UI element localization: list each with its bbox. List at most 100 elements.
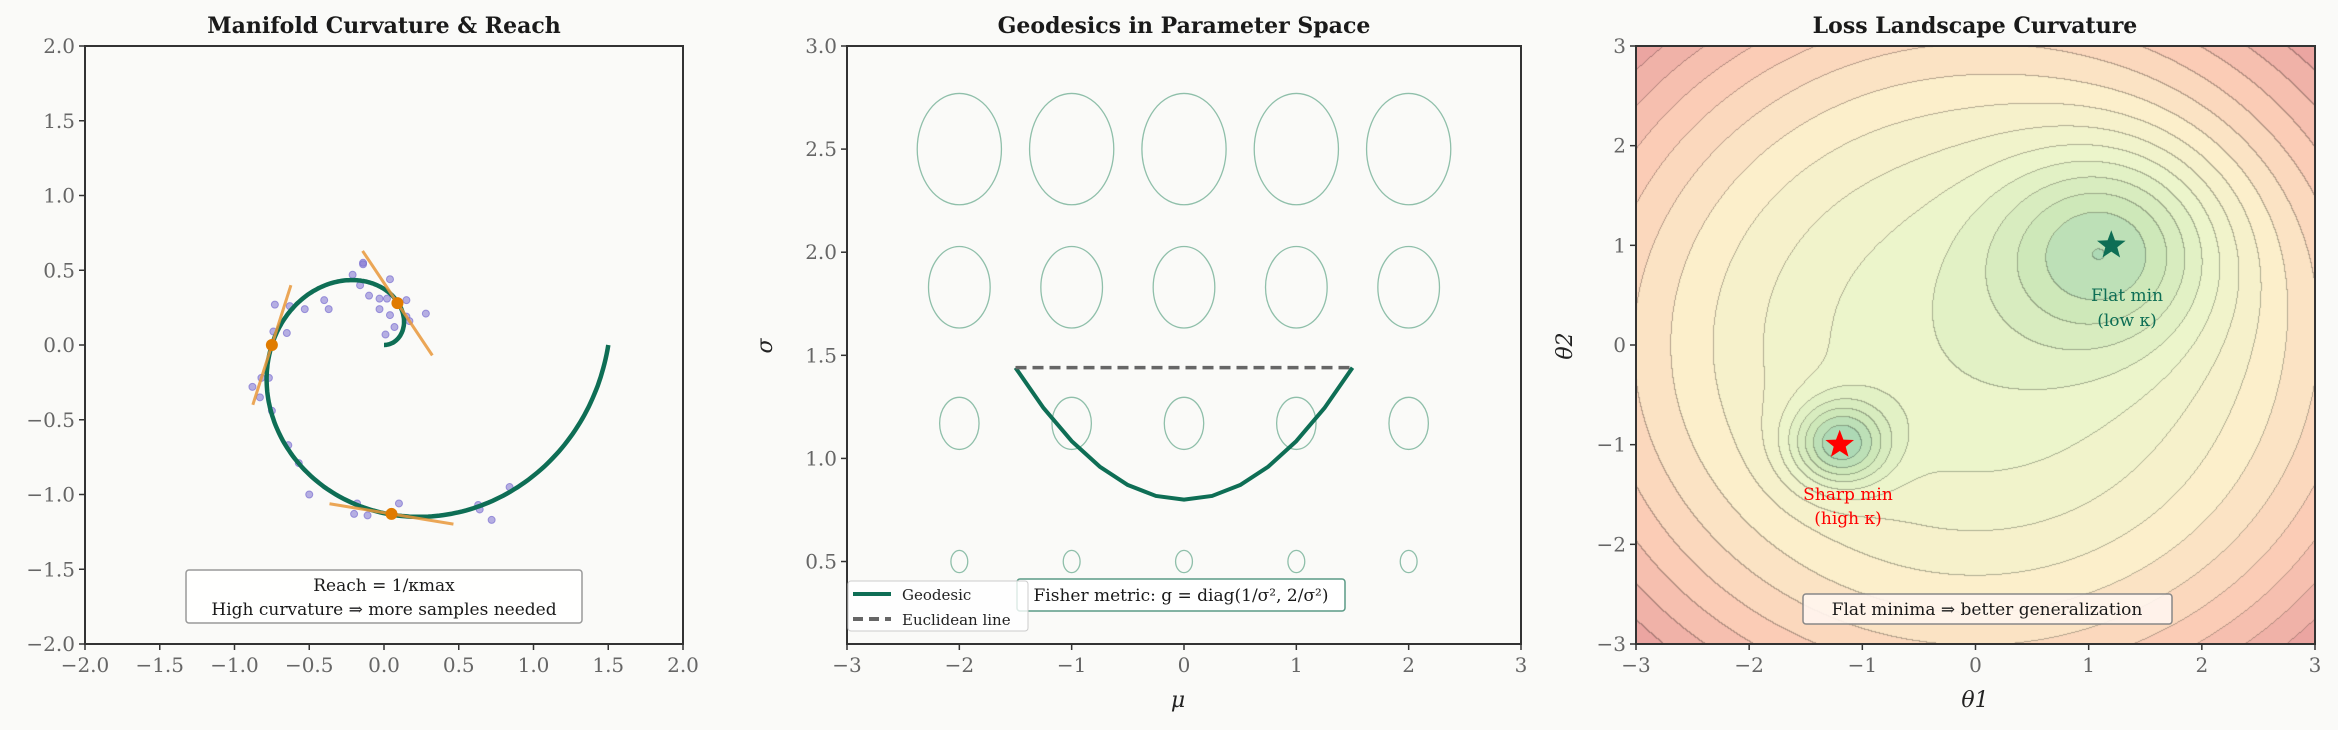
sample-point <box>282 329 291 338</box>
reach-annotation-line2: High curvature ⇒ more samples needed <box>211 600 556 620</box>
sample-point <box>270 300 279 309</box>
sample-point <box>350 509 359 518</box>
panel2-ytick-label: 1.5 <box>805 343 837 367</box>
panel3-title: Loss Landscape Curvature <box>1813 13 2138 39</box>
fisher-metric-ellipse <box>1174 549 1194 574</box>
sample-point <box>385 275 394 284</box>
panel1-ytick-label: −1.0 <box>26 483 75 507</box>
panel1-ytick-label: 0.5 <box>43 258 75 282</box>
fisher-metric-ellipse <box>1365 92 1452 206</box>
fisher-metric-ellipse <box>1062 549 1081 574</box>
panel2-ytick-label: 2.0 <box>805 240 837 264</box>
panel3-xtick-label: −1 <box>1848 653 1877 677</box>
panel1-ytick-label: −2.0 <box>26 632 75 656</box>
panel2-title: Geodesics in Parameter Space <box>998 13 1371 39</box>
legend-geodesic-label: Geodesic <box>902 586 971 604</box>
sharp-min-label-2: (high κ) <box>1814 509 1882 529</box>
sample-point <box>324 305 333 314</box>
fisher-metric-ellipse <box>1163 396 1205 451</box>
panel2-ytick-label: 3.0 <box>805 34 837 58</box>
panel2-ytick-label: 0.5 <box>805 550 837 574</box>
fisher-metric-ellipse <box>1152 245 1216 329</box>
fisher-metric-ellipse <box>916 92 1003 206</box>
fisher-metric-ellipse <box>1253 92 1340 206</box>
fisher-metric-ellipse <box>1051 396 1093 451</box>
panel2-xtick-label: 3 <box>1515 653 1528 677</box>
sharp-min-label-1: Sharp min <box>1803 485 1893 505</box>
panel1-xtick-label: 0.0 <box>368 653 400 677</box>
panel1-xtick-label: −0.5 <box>285 653 334 677</box>
legend <box>847 580 1029 632</box>
geodesic-line <box>1013 366 1355 502</box>
panel1-ytick-label: 0.0 <box>43 333 75 357</box>
panel2-xtick-label: 0 <box>1178 653 1191 677</box>
flat-min-label-1: Flat min <box>2091 286 2163 306</box>
sample-point <box>402 296 411 305</box>
sample-point <box>382 294 391 303</box>
fisher-metric-ellipse <box>927 245 991 329</box>
panel3-ytick-label: 1 <box>1613 233 1626 257</box>
panel3-ytick-label: 2 <box>1613 134 1626 158</box>
panel2-xtick-label: −1 <box>1057 653 1086 677</box>
panel3-ytick-label: 3 <box>1613 34 1626 58</box>
fisher-metric-ellipse <box>1388 396 1430 451</box>
panel1-xtick-label: 1.0 <box>518 653 550 677</box>
panel3-ytick-label: 0 <box>1613 333 1626 357</box>
sample-point <box>375 305 384 314</box>
sample-point <box>348 270 357 279</box>
reach-annotation-box <box>185 569 583 624</box>
panel1-xtick-label: 2.0 <box>667 653 699 677</box>
sharp-min-star-icon <box>1825 429 1854 457</box>
sample-point <box>363 511 372 520</box>
panel1-ytick-label: 1.0 <box>43 184 75 208</box>
panel3-xtick-label: −3 <box>1621 653 1650 677</box>
fisher-metric-ellipse <box>1287 549 1306 574</box>
panel3-xtick-label: 0 <box>1969 653 1982 677</box>
flat-min-star-icon <box>2097 230 2126 258</box>
sample-point <box>487 515 496 524</box>
sample-point <box>365 291 374 300</box>
panel3-xlabel: θ1 <box>1961 688 1988 713</box>
generalization-annotation-box <box>1802 593 2173 625</box>
panel1-ytick-label: −0.5 <box>26 408 75 432</box>
sample-point <box>390 323 399 332</box>
sample-point <box>248 382 257 391</box>
panel2-ytick-label: 1.0 <box>805 446 837 470</box>
loss-contour-fill <box>1636 46 2315 644</box>
fisher-metric-ellipse <box>1399 549 1418 574</box>
tangent-point <box>265 339 278 351</box>
sample-point <box>381 330 390 339</box>
panel3-ytick-label: −2 <box>1597 532 1626 556</box>
tangent-point <box>391 297 404 310</box>
panel3-ylabel: θ2 <box>1553 332 1578 359</box>
panel1-ytick-label: 1.5 <box>43 109 75 133</box>
panel3-xtick-label: 2 <box>2195 653 2208 677</box>
panel2-xtick-label: −2 <box>945 653 974 677</box>
fisher-metric-ellipse <box>1264 245 1328 329</box>
panel2-xtick-label: 2 <box>1402 653 1415 677</box>
reach-annotation-line1: Reach = 1/κmax <box>313 576 455 596</box>
panel2-ylabel: σ <box>753 338 778 354</box>
sample-point <box>375 294 384 303</box>
panel3-xtick-label: −2 <box>1734 653 1763 677</box>
fisher-metric-ellipse <box>1377 245 1441 329</box>
sample-point <box>421 309 430 318</box>
fisher-metric-ellipse <box>1141 92 1227 206</box>
legend-euclidean-label: Euclidean line <box>902 611 1011 629</box>
panel1-xtick-label: 0.5 <box>443 653 475 677</box>
fisher-metric-ellipse <box>950 549 969 574</box>
panel3-ytick-label: −3 <box>1597 632 1626 656</box>
sample-point <box>394 499 403 508</box>
fisher-metric-ellipse <box>938 396 980 451</box>
generalization-annotation: Flat minima ⇒ better generalization <box>1832 600 2143 620</box>
panel2-ytick-label: 2.5 <box>805 137 837 161</box>
sample-point <box>385 311 394 320</box>
panel2-xtick-label: 1 <box>1290 653 1303 677</box>
panel2-xtick-label: −3 <box>832 653 861 677</box>
fisher-metric-ellipse <box>1040 245 1104 329</box>
panel3-xtick-label: 1 <box>2082 653 2095 677</box>
panel1-xtick-label: −1.0 <box>210 653 259 677</box>
panel1-xtick-label: −2.0 <box>61 653 110 677</box>
